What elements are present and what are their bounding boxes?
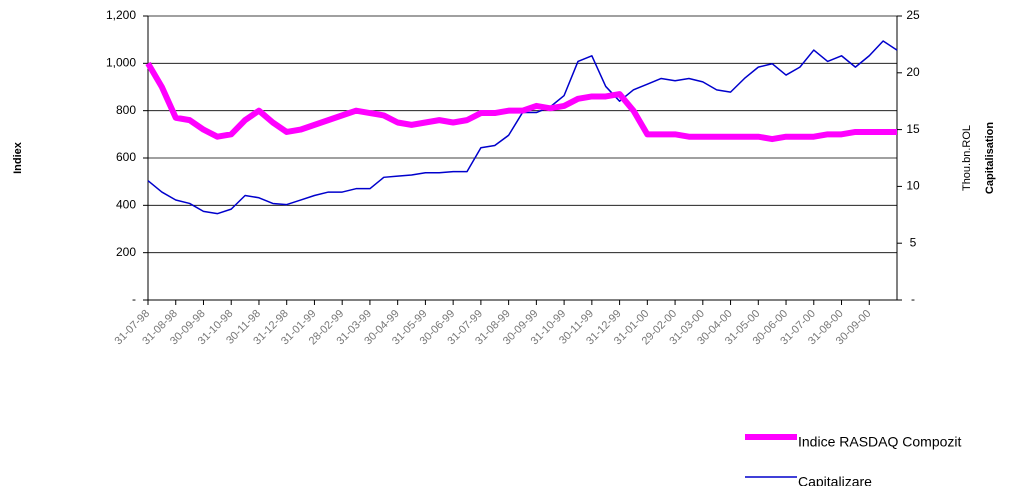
y-tick-label: 1,000 bbox=[106, 56, 136, 70]
y2-unit-label: Thou.bn.ROL bbox=[961, 125, 973, 191]
series-line bbox=[145, 61, 897, 143]
legend-label: Capitalizare bbox=[798, 474, 872, 486]
legend-label: Indice RASDAQ Compozit bbox=[798, 434, 962, 450]
y2-axis-label: Capitalisation bbox=[984, 122, 996, 194]
y-tick-label: 1,200 bbox=[106, 8, 136, 22]
y2-tick-label: 5 bbox=[910, 235, 917, 249]
y-tick-label: 600 bbox=[116, 150, 136, 164]
y-tick-label: - bbox=[132, 292, 136, 306]
y2-tick-label: - bbox=[911, 292, 915, 306]
y2-tick-label: 20 bbox=[906, 65, 920, 79]
y2-tick-label: 15 bbox=[906, 122, 920, 136]
y-tick-label: 400 bbox=[116, 198, 136, 212]
y-axis-label: Indiex bbox=[12, 141, 24, 174]
y-tick-label: 800 bbox=[116, 103, 136, 117]
y2-tick-label: 25 bbox=[906, 8, 920, 22]
y-tick-label: 200 bbox=[116, 245, 136, 259]
y2-tick-label: 10 bbox=[906, 179, 920, 193]
series-line bbox=[147, 40, 898, 215]
